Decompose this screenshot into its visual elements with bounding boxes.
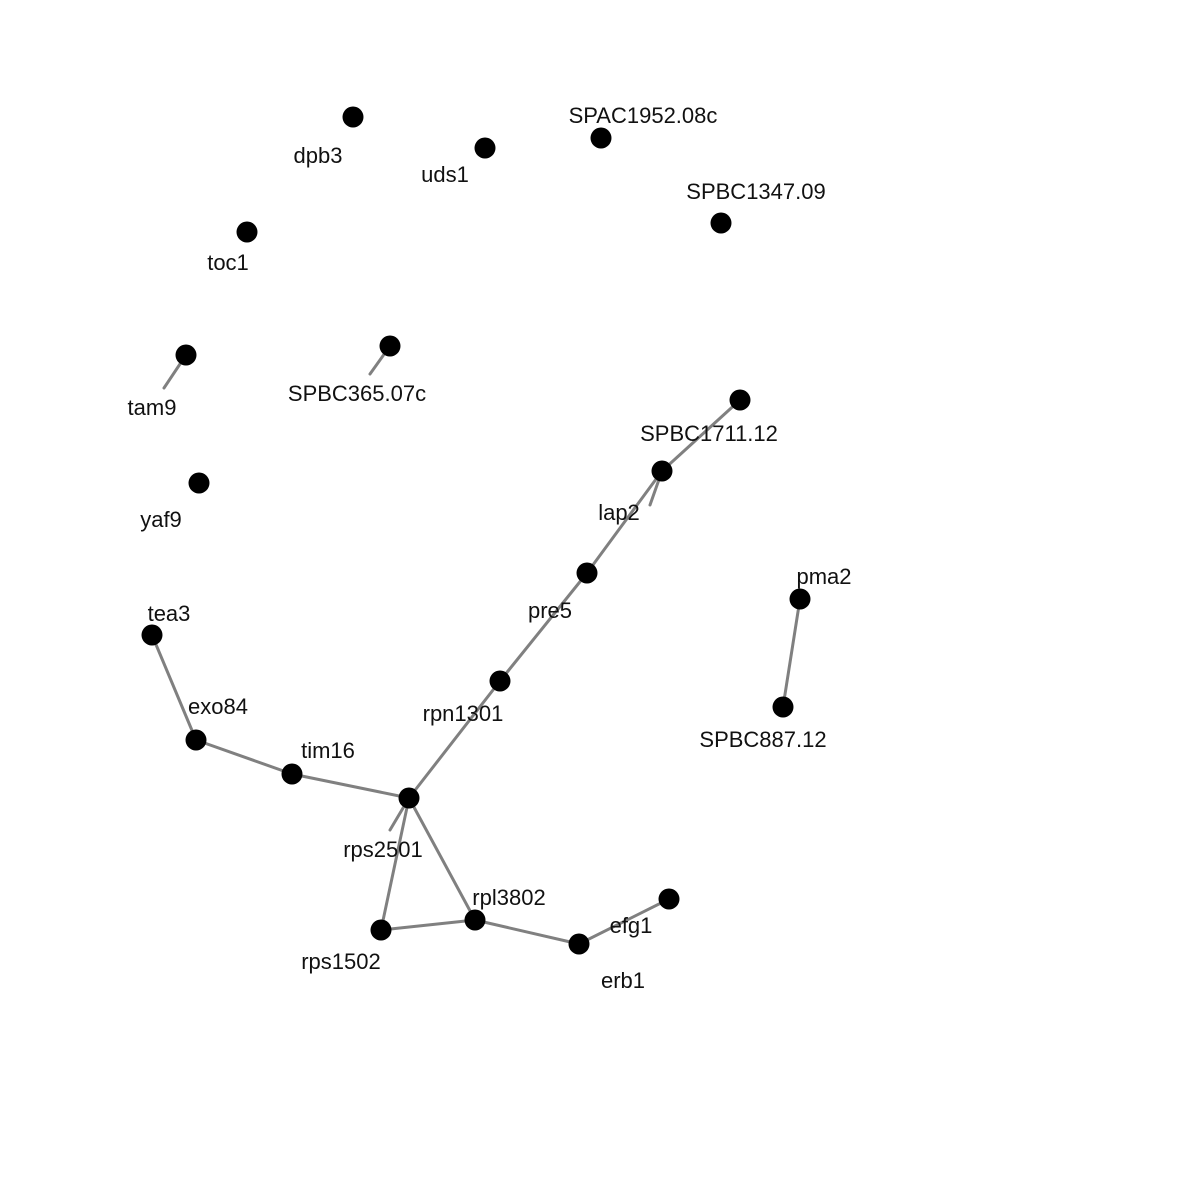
node-label-yaf9: yaf9	[140, 507, 182, 532]
node-rpn1301	[489, 670, 511, 692]
edge-SPBC1711.12-lap2	[660, 398, 742, 473]
node-label-SPBC1711.12: SPBC1711.12	[640, 421, 778, 446]
nodes-layer	[141, 106, 811, 955]
node-label-erb1: erb1	[601, 968, 645, 993]
node-efg1	[658, 888, 680, 910]
node-label-uds1: uds1	[421, 162, 469, 187]
edges-layer	[150, 344, 802, 946]
node-label-lap2: lap2	[598, 500, 640, 525]
node-SPBC1711.12	[729, 389, 751, 411]
node-label-toc1: toc1	[207, 250, 249, 275]
edge-rpn1301-rps2501	[407, 679, 502, 800]
edge-pma2-SPBC887.12	[781, 597, 802, 709]
edge-pre5-rpn1301	[498, 571, 589, 683]
node-rps1502	[370, 919, 392, 941]
node-tim16	[281, 763, 303, 785]
node-exo84	[185, 729, 207, 751]
edge-tim16-rps2501	[290, 772, 411, 800]
node-label-dpb3: dpb3	[294, 143, 343, 168]
node-label-SPAC1952.08c: SPAC1952.08c	[569, 103, 718, 128]
node-label-tam9: tam9	[128, 395, 177, 420]
edge-rpl3802-erb1	[473, 918, 581, 946]
node-SPBC1347.09	[710, 212, 732, 234]
node-label-SPBC1347.09: SPBC1347.09	[686, 179, 825, 204]
labels-layer: dpb3 uds1 SPAC1952.08c SPBC1347.09 toc1 tam9 S…	[128, 103, 852, 993]
node-toc1	[236, 221, 258, 243]
node-label-SPBC887.12: SPBC887.12	[699, 727, 826, 752]
edge-rps2501-rps1502	[379, 796, 411, 932]
node-rpl3802	[464, 909, 486, 931]
node-tea3	[141, 624, 163, 646]
node-label-tim16: tim16	[301, 738, 355, 763]
node-label-pma2: pma2	[796, 564, 851, 589]
node-label-tea3: tea3	[148, 601, 191, 626]
node-tam9	[175, 344, 197, 366]
node-uds1	[474, 137, 496, 159]
node-yaf9	[188, 472, 210, 494]
node-pma2	[789, 588, 811, 610]
edge-exo84-tim16	[194, 738, 294, 776]
node-label-efg1: efg1	[610, 913, 653, 938]
node-SPBC365.07c	[379, 335, 401, 357]
node-label-SPBC365.07c: SPBC365.07c	[288, 381, 426, 406]
edge-tea3-exo84	[150, 633, 198, 742]
node-pre5	[576, 562, 598, 584]
node-label-rps2501: rps2501	[343, 837, 423, 862]
node-label-pre5: pre5	[528, 598, 572, 623]
node-erb1	[568, 933, 590, 955]
node-SPBC887.12	[772, 696, 794, 718]
node-lap2	[651, 460, 673, 482]
node-rps2501	[398, 787, 420, 809]
edge-rps1502-rpl3802	[379, 918, 477, 932]
node-dpb3	[342, 106, 364, 128]
node-label-exo84: exo84	[188, 694, 248, 719]
edge-rps2501-rpl3802	[407, 796, 477, 922]
edge-erb1-efg1	[577, 897, 671, 946]
edge-lap2-pre5	[585, 469, 664, 575]
node-label-rps1502: rps1502	[301, 949, 381, 974]
node-label-rpl3802: rpl3802	[472, 885, 545, 910]
node-label-rpn1301: rpn1301	[423, 701, 504, 726]
node-SPAC1952.08c	[590, 127, 612, 149]
